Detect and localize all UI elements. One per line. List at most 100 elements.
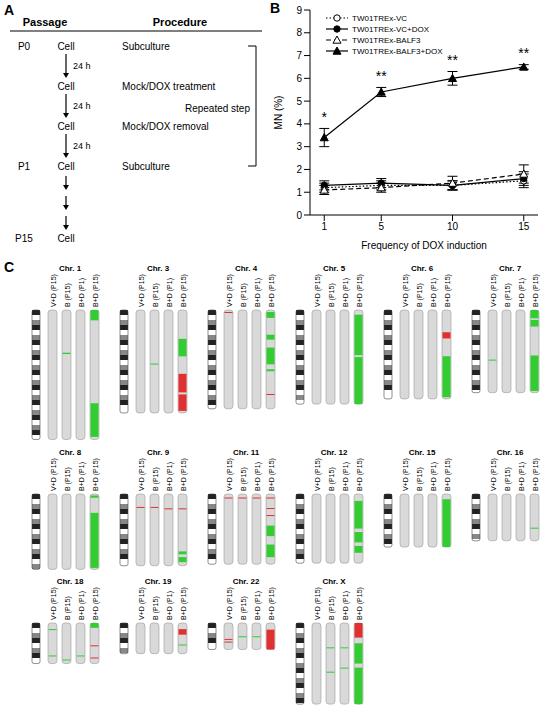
svg-text:V+D (P15): V+D (P15) <box>138 587 146 620</box>
svg-text:*: * <box>322 109 328 125</box>
svg-text:B+D (P1): B+D (P1) <box>166 462 174 491</box>
svg-text:V+D (P15): V+D (P15) <box>226 458 234 491</box>
svg-text:Chr. 22: Chr. 22 <box>233 577 260 586</box>
svg-text:V+D (P15): V+D (P15) <box>490 458 498 491</box>
svg-text:Procedure: Procedure <box>153 16 207 28</box>
svg-text:B (P15): B (P15) <box>152 467 160 491</box>
svg-text:Frequency of DOX induction: Frequency of DOX induction <box>361 240 487 251</box>
svg-text:7: 7 <box>296 50 302 61</box>
svg-text:9: 9 <box>296 5 302 16</box>
svg-text:B+D (P1): B+D (P1) <box>518 278 526 307</box>
svg-text:Cell: Cell <box>57 81 74 92</box>
svg-text:B+D (P1): B+D (P1) <box>430 462 438 491</box>
svg-text:B+D (P1): B+D (P1) <box>254 462 262 491</box>
svg-text:B (P15): B (P15) <box>328 596 336 620</box>
svg-text:B+D (P15): B+D (P15) <box>268 458 276 491</box>
svg-text:Passage: Passage <box>23 16 68 28</box>
svg-text:B (P15): B (P15) <box>64 467 72 491</box>
svg-text:Chr. 7: Chr. 7 <box>499 264 522 273</box>
svg-text:B (P15): B (P15) <box>416 467 424 491</box>
svg-text:B+D (P15): B+D (P15) <box>532 274 540 307</box>
svg-text:Chr. 5: Chr. 5 <box>323 264 346 273</box>
svg-text:5: 5 <box>296 96 302 107</box>
svg-text:8: 8 <box>296 27 302 38</box>
svg-text:Chr. 8: Chr. 8 <box>59 448 82 457</box>
svg-text:Chr. 19: Chr. 19 <box>145 577 172 586</box>
svg-text:24 h: 24 h <box>73 101 91 111</box>
svg-text:B (P15): B (P15) <box>152 596 160 620</box>
svg-text:Chr. 9: Chr. 9 <box>147 448 170 457</box>
svg-text:5: 5 <box>378 221 384 232</box>
svg-text:Mock/DOX removal: Mock/DOX removal <box>122 121 209 132</box>
svg-text:Chr. 18: Chr. 18 <box>57 577 84 586</box>
svg-text:B+D (P15): B+D (P15) <box>268 274 276 307</box>
svg-text:C: C <box>8 259 14 275</box>
svg-text:B+D (P1): B+D (P1) <box>342 591 350 620</box>
svg-text:B+D (P15): B+D (P15) <box>92 458 100 491</box>
svg-text:B+D (P1): B+D (P1) <box>166 591 174 620</box>
svg-text:Cell: Cell <box>57 121 74 132</box>
svg-text:Chr. 4: Chr. 4 <box>235 264 258 273</box>
svg-text:B (P15): B (P15) <box>416 283 424 307</box>
svg-text:B+D (P1): B+D (P1) <box>430 278 438 307</box>
svg-text:Chr. X: Chr. X <box>322 577 346 586</box>
svg-text:Chr. 11: Chr. 11 <box>233 448 260 457</box>
svg-text:15: 15 <box>518 221 530 232</box>
svg-text:B+D (P1): B+D (P1) <box>254 591 262 620</box>
svg-text:Chr. 1: Chr. 1 <box>59 264 82 273</box>
svg-text:B+D (P15): B+D (P15) <box>180 274 188 307</box>
svg-text:B+D (P15): B+D (P15) <box>180 587 188 620</box>
svg-text:TW01TREx-BALF3+DOX: TW01TREx-BALF3+DOX <box>352 47 443 56</box>
svg-text:B+D (P15): B+D (P15) <box>532 458 540 491</box>
svg-text:P15: P15 <box>15 233 33 244</box>
svg-text:V+D (P15): V+D (P15) <box>314 458 322 491</box>
svg-text:B (P15): B (P15) <box>64 596 72 620</box>
svg-text:V+D (P15): V+D (P15) <box>138 458 146 491</box>
svg-text:Chr. 12: Chr. 12 <box>321 448 348 457</box>
svg-text:**: ** <box>518 45 529 61</box>
svg-text:Subculture: Subculture <box>122 161 170 172</box>
svg-text:A: A <box>8 2 14 18</box>
svg-text:P1: P1 <box>18 161 31 172</box>
svg-text:0: 0 <box>296 210 302 221</box>
svg-text:Chr. 15: Chr. 15 <box>409 448 436 457</box>
svg-text:B+D (P1): B+D (P1) <box>254 278 262 307</box>
svg-text:B+D (P1): B+D (P1) <box>78 591 86 620</box>
svg-text:B+D (P1): B+D (P1) <box>166 278 174 307</box>
svg-text:Mock/DOX treatment: Mock/DOX treatment <box>122 81 216 92</box>
svg-text:B+D (P1): B+D (P1) <box>78 462 86 491</box>
svg-text:V+D (P15): V+D (P15) <box>50 274 58 307</box>
svg-text:2: 2 <box>296 164 302 175</box>
svg-text:B (P15): B (P15) <box>64 283 72 307</box>
svg-text:TW01TREx-VC+DOX: TW01TREx-VC+DOX <box>352 25 430 34</box>
svg-text:Chr. 6: Chr. 6 <box>411 264 434 273</box>
svg-text:B (P15): B (P15) <box>240 283 248 307</box>
svg-text:3: 3 <box>296 141 302 152</box>
svg-text:B (P15): B (P15) <box>152 283 160 307</box>
svg-text:B+D (P15): B+D (P15) <box>356 587 364 620</box>
svg-text:V+D (P15): V+D (P15) <box>50 458 58 491</box>
svg-text:TW01TREx-BALF3: TW01TREx-BALF3 <box>352 36 421 45</box>
svg-text:P0: P0 <box>18 41 31 52</box>
svg-text:B (P15): B (P15) <box>240 596 248 620</box>
svg-text:24 h: 24 h <box>73 141 91 151</box>
svg-text:10: 10 <box>447 221 459 232</box>
svg-text:B (P15): B (P15) <box>328 467 336 491</box>
svg-text:V+D (P15): V+D (P15) <box>402 274 410 307</box>
svg-text:V+D (P15): V+D (P15) <box>314 587 322 620</box>
svg-text:Cell: Cell <box>57 161 74 172</box>
svg-text:**: ** <box>447 52 458 68</box>
svg-text:B (P15): B (P15) <box>328 283 336 307</box>
svg-text:V+D (P15): V+D (P15) <box>490 274 498 307</box>
svg-text:V+D (P15): V+D (P15) <box>138 274 146 307</box>
svg-text:B+D (P15): B+D (P15) <box>356 458 364 491</box>
svg-text:V+D (P15): V+D (P15) <box>50 587 58 620</box>
svg-text:TW01TREx-VC: TW01TREx-VC <box>352 14 407 23</box>
svg-text:V+D (P15): V+D (P15) <box>314 274 322 307</box>
svg-text:B+D (P15): B+D (P15) <box>268 587 276 620</box>
svg-text:**: ** <box>376 68 387 84</box>
svg-text:4: 4 <box>296 118 302 129</box>
svg-text:B+D (P1): B+D (P1) <box>78 278 86 307</box>
svg-text:Chr. 3: Chr. 3 <box>147 264 170 273</box>
svg-text:B (P15): B (P15) <box>504 283 512 307</box>
